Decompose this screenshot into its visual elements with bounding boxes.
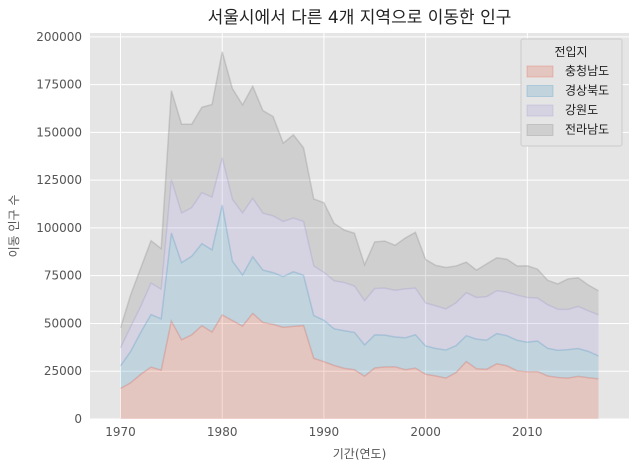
y-tick-label: 100000 <box>36 221 82 235</box>
y-tick-label: 50000 <box>44 316 82 330</box>
area-series-2 <box>120 205 599 389</box>
area-series-3 <box>120 157 599 366</box>
legend-box <box>520 38 623 147</box>
legend-swatch <box>526 65 554 78</box>
grid <box>90 33 629 420</box>
legend-swatch <box>526 104 554 117</box>
y-axis-label: 이동 인구 수 <box>7 195 21 258</box>
x-tick-label: 1990 <box>309 425 340 439</box>
x-tick-label: 1970 <box>105 425 136 439</box>
legend-label: 강원도 <box>565 103 598 117</box>
y-tick-label: 125000 <box>36 173 82 187</box>
chart-title: 서울시에서 다른 4개 지역으로 이동한 인구 <box>208 8 512 28</box>
legend-label: 전라남도 <box>565 123 609 137</box>
x-tick-label: 2000 <box>410 425 441 439</box>
area-series-2-line <box>119 204 599 367</box>
legend-label: 경상북도 <box>565 84 609 98</box>
y-tick-label: 150000 <box>36 125 82 139</box>
legend-label: 충청남도 <box>565 64 609 78</box>
x-tick-label: 1980 <box>207 425 238 439</box>
area-series-4 <box>120 51 599 348</box>
y-tick-label: 25000 <box>44 364 82 378</box>
x-tick-label: 2010 <box>512 425 543 439</box>
y-axis-ticks: 0 25000 50000 75000 100000 125000 150000 175000… <box>36 30 82 426</box>
y-tick-label: 0 <box>74 412 82 426</box>
x-axis-ticks: 1970 1980 1990 2000 2010 <box>105 425 542 439</box>
area-series-1-line <box>120 312 599 390</box>
area-series-3-line <box>119 157 599 349</box>
area-series-1 <box>120 313 599 419</box>
x-axis-label: 기간(연도) <box>333 447 387 461</box>
area-series-4-line <box>119 51 599 329</box>
y-tick-label: 200000 <box>36 30 82 44</box>
y-tick-label: 175000 <box>36 78 82 92</box>
legend-swatch <box>526 124 554 136</box>
legend-title: 전입지 <box>554 45 587 59</box>
legend-swatch <box>526 85 554 97</box>
stacked-areas <box>119 51 599 419</box>
y-tick-label: 75000 <box>44 269 82 283</box>
